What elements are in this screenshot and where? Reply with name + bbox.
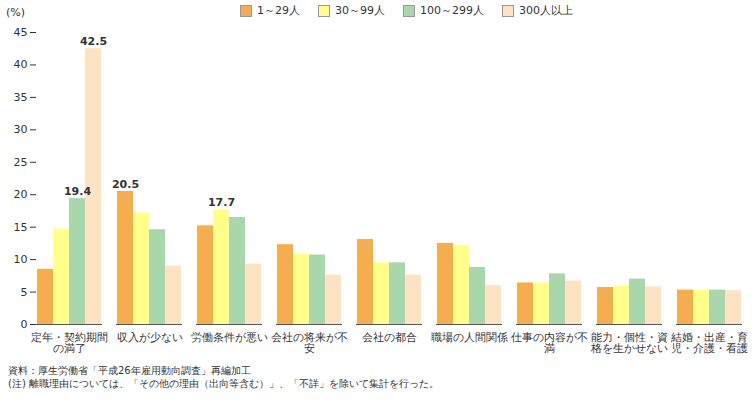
svg-text:17.7: 17.7 (208, 196, 235, 209)
svg-text:42.5: 42.5 (80, 35, 107, 48)
svg-text:職場の人間関係: 職場の人間関係 (431, 331, 508, 344)
svg-text:10: 10 (14, 253, 28, 266)
html-text:30～99人: 30～99人 (335, 4, 385, 17)
svg-text:会社の都合: 会社の都合 (362, 331, 417, 344)
svg-text:仕事の内容が不満: 仕事の内容が不満 (511, 331, 588, 355)
svg-text:20: 20 (14, 188, 28, 201)
svg-text:0: 0 (21, 318, 28, 331)
html-text:1～29人: 1～29人 (257, 4, 300, 17)
html-text:資料：厚生労働省「平成26年雇用動向調査」再編加工: 資料：厚生労働省「平成26年雇用動向調査」再編加工 (8, 365, 251, 376)
svg-text:25: 25 (14, 156, 28, 169)
svg-text:15: 15 (14, 221, 28, 234)
svg-text:結婚・出産・育児・介護・看護: 結婚・出産・育児・介護・看護 (670, 331, 748, 355)
svg-text:収入が少ない: 収入が少ない (117, 331, 183, 344)
html-text:300人以上: 300人以上 (519, 4, 573, 17)
svg-text:労働条件が悪い: 労働条件が悪い (191, 331, 268, 344)
svg-text:会社の将来が不安: 会社の将来が不安 (271, 331, 348, 355)
svg-text:5: 5 (21, 286, 28, 299)
svg-text:20.5: 20.5 (112, 178, 139, 191)
svg-text:能力・個性・資格を生かせない: 能力・個性・資格を生かせない (590, 331, 668, 355)
svg-text:35: 35 (14, 91, 28, 104)
html-text:(注) 離職理由については、「その他の理由（出向等含む）」、: (注) 離職理由については、「その他の理由（出向等含む）」、「不詳」を除いて集計… (8, 378, 439, 389)
svg-text:30: 30 (14, 123, 28, 136)
svg-text:19.4: 19.4 (64, 185, 91, 198)
svg-text:定年・契約期間の満了: 定年・契約期間の満了 (31, 331, 108, 355)
html-text:100～299人: 100～299人 (420, 4, 484, 17)
svg-text:40: 40 (14, 58, 28, 71)
svg-text:45: 45 (14, 26, 28, 39)
